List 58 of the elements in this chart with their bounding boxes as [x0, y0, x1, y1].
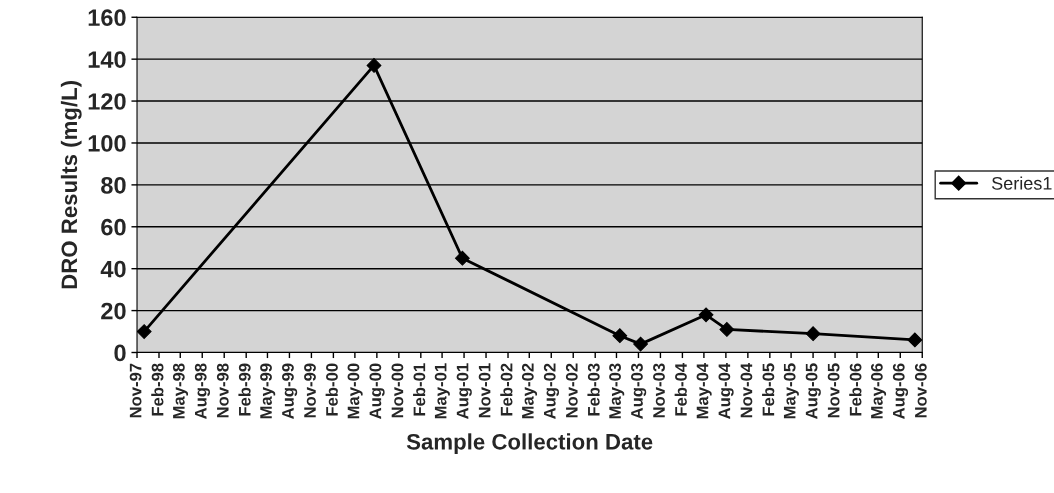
- legend-label: Series1: [992, 176, 1052, 190]
- x-tick-label: Nov-00: [391, 363, 404, 418]
- point: [907, 332, 923, 348]
- y-tick-label: 40: [100, 260, 126, 278]
- x-tick-label: Aug-98: [194, 363, 211, 419]
- x-tick-label: May-01: [434, 363, 450, 419]
- x-tick-label: Aug-03: [631, 363, 647, 419]
- x-tick-label: Feb-99: [238, 363, 251, 416]
- x-tick-label: May-99: [260, 363, 276, 419]
- x-tick-label: Aug-02: [543, 363, 560, 419]
- x-tick-label: Nov-03: [653, 363, 665, 418]
- point: [612, 328, 628, 344]
- x-tick-label: Feb-01: [413, 363, 426, 416]
- x-tick-label: Aug-05: [805, 363, 821, 419]
- x-tick-label: Aug-01: [456, 363, 472, 419]
- y-tick-label: 100: [88, 135, 126, 152]
- point: [137, 324, 152, 339]
- x-tick-label: Nov-01: [478, 363, 491, 418]
- x-tick-label: May-00: [347, 363, 363, 419]
- x-tick-label: May-05: [783, 363, 799, 419]
- x-tick-label: Aug-06: [892, 363, 909, 419]
- point: [805, 326, 821, 342]
- y-tick-label: 0: [114, 344, 126, 362]
- x-tick-label: Aug-04: [718, 363, 734, 419]
- y-tick-label: 120: [88, 93, 126, 110]
- x-tick-label: Nov-99: [304, 363, 316, 418]
- x-tick-label: Feb-03: [587, 363, 600, 416]
- x-tick-label: May-04: [696, 363, 712, 419]
- x-tick-label: Feb-98: [151, 363, 164, 416]
- x-tick-label: May-02: [521, 363, 538, 419]
- x-tick-label: Feb-00: [325, 363, 338, 416]
- x-tick-label: May-98: [172, 363, 189, 419]
- y-tick-label: 160: [88, 9, 126, 27]
- x-tick-label: Nov-98: [216, 363, 229, 418]
- point: [366, 58, 382, 73]
- x-axis-title: Sample Collection Date: [406, 433, 653, 455]
- y-axis-title: DRO Results (mg/L): [60, 81, 82, 289]
- x-tick-label: Nov-06: [914, 363, 927, 418]
- x-tick-label: Aug-00: [369, 363, 385, 419]
- y-tick-label: 140: [88, 51, 126, 68]
- point: [633, 336, 648, 352]
- y-tick-label: 80: [101, 176, 126, 194]
- x-tick-label: Feb-06: [849, 363, 862, 416]
- x-tick-label: May-06: [870, 363, 887, 419]
- x-tick-label: Nov-05: [827, 363, 840, 418]
- point: [454, 250, 470, 266]
- x-tick-label: Feb-02: [500, 363, 513, 416]
- x-tick-label: Feb-05: [762, 363, 775, 416]
- x-tick-label: May-03: [609, 363, 625, 419]
- x-tick-label: Nov-02: [565, 363, 578, 418]
- x-tick-label: Nov-97: [129, 363, 142, 418]
- x-tick-label: Aug-99: [282, 363, 298, 419]
- point: [698, 307, 714, 323]
- x-tick-label: Nov-04: [740, 363, 753, 418]
- y-tick-label: 60: [101, 218, 126, 236]
- point: [719, 322, 735, 337]
- x-tick-label: Feb-04: [674, 363, 687, 416]
- y-tick-label: 20: [101, 302, 126, 320]
